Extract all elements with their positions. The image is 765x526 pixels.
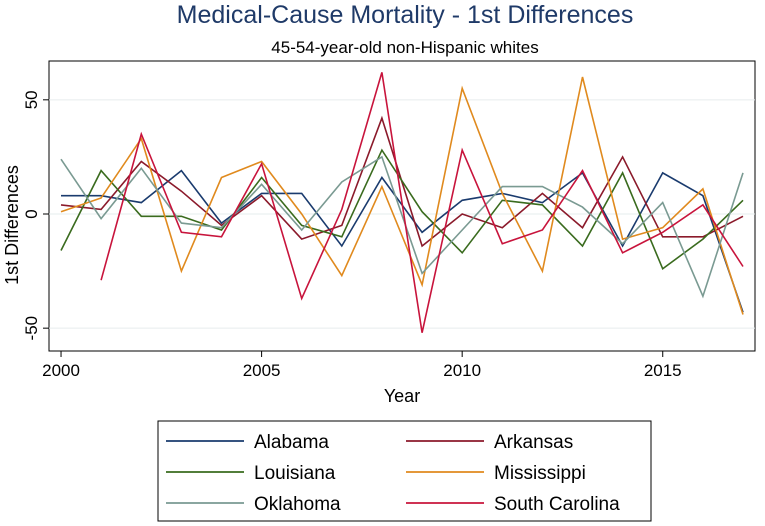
legend-label-mississippi: Mississippi bbox=[494, 463, 586, 484]
legend-label-arkansas: Arkansas bbox=[494, 432, 573, 453]
axes: -50 0 50 2000 2005 2010 2015 bbox=[22, 90, 682, 380]
chart-subtitle: 45-54-year-old non-Hispanic whites bbox=[271, 38, 538, 57]
y-tick-label: 0 bbox=[22, 209, 41, 218]
y-axis-label: 1st Differences bbox=[2, 165, 22, 285]
series-lines bbox=[60, 72, 744, 333]
legend-label-louisiana: Louisiana bbox=[254, 463, 336, 484]
legend: Alabama Arkansas Louisiana Mississippi Oklah… bbox=[166, 432, 620, 515]
y-tick-label: 50 bbox=[22, 90, 41, 109]
legend-label-south-carolina: South Carolina bbox=[494, 494, 620, 515]
legend-label-oklahoma: Oklahoma bbox=[254, 494, 341, 515]
legend-box bbox=[157, 420, 652, 522]
x-tick-label: 2000 bbox=[42, 361, 80, 380]
x-axis-label: Year bbox=[384, 386, 420, 406]
legend-label-alabama: Alabama bbox=[254, 432, 329, 453]
y-tick-label: -50 bbox=[22, 316, 41, 341]
x-tick-label: 2015 bbox=[644, 361, 682, 380]
x-tick-label: 2005 bbox=[243, 361, 281, 380]
series-line-south-carolina bbox=[100, 72, 744, 333]
x-tick-label: 2010 bbox=[443, 361, 481, 380]
chart-title: Medical-Cause Mortality - 1st Difference… bbox=[177, 1, 634, 29]
